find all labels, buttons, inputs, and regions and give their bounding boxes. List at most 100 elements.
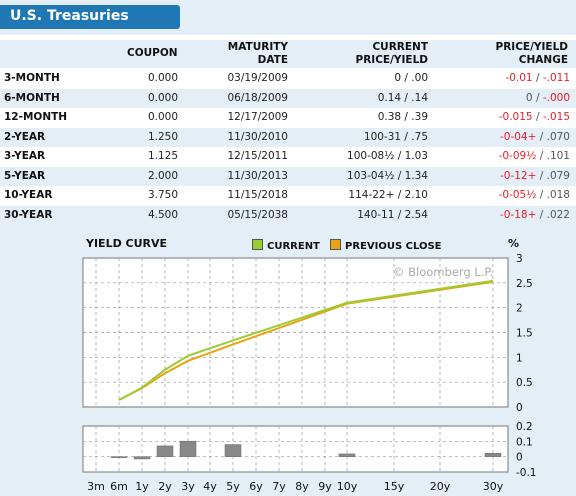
change-bar [338, 453, 356, 457]
x-tick-label: 20y [430, 480, 451, 493]
row-change: -0-09½ / .101 [499, 150, 570, 162]
row-maturity: 03/19/2009 [227, 72, 288, 84]
row-tenor: 5-YEAR [4, 169, 46, 182]
row-coupon: 4.500 [147, 208, 178, 221]
x-tick-label: 3m [87, 480, 105, 493]
row-change-yield: .018 [546, 189, 570, 201]
change-plot-area [82, 425, 509, 473]
row-change-sep: / [536, 150, 547, 162]
row-change-sep: / [536, 189, 547, 201]
x-tick-label: 15y [384, 480, 405, 493]
change-bar [156, 445, 174, 457]
x-tick-label: 6y [249, 480, 263, 493]
x-tick-label: 4y [203, 480, 217, 493]
y-tick-label: 2.5 [516, 278, 533, 290]
y-tick-label: 3 [516, 253, 523, 265]
row-change-sep: / [532, 111, 543, 123]
table-header: COUPON MATURITY DATE CURRENT PRICE/YIELD… [0, 40, 576, 68]
y-tick-label: 0 [516, 452, 523, 464]
legend-previous-label: PREVIOUS CLOSE [345, 241, 442, 252]
table-row: 6-MONTH 0.000 06/18/2009 0.14 / .14 0 / -.00… [0, 88, 576, 108]
col-header-change-line1: PRICE/YIELD [495, 41, 569, 53]
row-coupon: 0.000 [147, 72, 178, 84]
row-tenor: 10-YEAR [4, 189, 53, 201]
y-tick-label: 1 [516, 352, 523, 364]
row-current: 0 / .00 [394, 72, 428, 84]
y-unit-label: % [508, 237, 519, 250]
row-maturity: 06/18/2009 [227, 91, 288, 104]
col-header-coupon: COUPON [127, 47, 178, 59]
table-row: 3-YEAR 1.125 12/15/2011 100-08½ / 1.03 -0-09… [0, 147, 576, 166]
x-tick-label: 1y [135, 480, 149, 493]
row-change-price: -0-18+ [499, 208, 537, 221]
legend-previous-swatch [330, 239, 341, 250]
row-change: -0-05½ / .018 [499, 189, 570, 201]
col-header-maturity-line1: MATURITY [227, 41, 288, 53]
row-coupon: 1.250 [147, 130, 178, 143]
row-current: 0.38 / .39 [377, 111, 428, 123]
change-bar [133, 456, 151, 460]
watermark: © Bloomberg L.P. [393, 265, 493, 279]
row-change-yield: .070 [546, 130, 570, 143]
table-row: 5-YEAR 2.000 11/30/2013 103-04½ / 1.34 -0-12… [0, 166, 576, 186]
change-bar [224, 444, 242, 457]
x-tick-label: 10y [337, 480, 358, 493]
table-row: 12-MONTH 0.000 12/17/2009 0.38 / .39 -0.015 … [0, 108, 576, 127]
x-tick-label: 9y [318, 480, 332, 493]
y-tick-label: 0.5 [516, 377, 533, 389]
row-maturity: 11/30/2013 [227, 169, 288, 182]
row-maturity: 11/15/2018 [227, 189, 288, 201]
col-header-change: PRICE/YIELD CHANGE [460, 41, 569, 67]
row-current: 114-22+ / 2.10 [348, 189, 428, 201]
table-row: 10-YEAR 3.750 11/15/2018 114-22+ / 2.10 -0-0… [0, 186, 576, 205]
row-change: -0-18+ / .022 [500, 209, 570, 221]
row-current: 100-31 / .75 [363, 130, 428, 143]
row-tenor: 12-MONTH [4, 111, 68, 123]
col-header-price-line1: CURRENT [372, 41, 428, 53]
row-coupon: 3.750 [147, 189, 178, 201]
row-maturity: 12/17/2009 [227, 111, 288, 123]
row-tenor: 3-MONTH [4, 72, 60, 84]
change-bar [484, 453, 502, 457]
table-row: 3-MONTH 0.000 03/19/2009 0 / .00 -0.01 / -.0… [0, 69, 576, 88]
row-coupon: 2.000 [147, 169, 178, 182]
x-tick-label: 3y [181, 480, 195, 493]
legend-current-swatch [252, 239, 263, 250]
row-change-yield: -.011 [542, 72, 570, 84]
y-tick-label: 0.1 [516, 436, 533, 448]
row-change-yield: -.000 [542, 91, 570, 104]
x-tick-label: 7y [272, 480, 286, 493]
row-change-price: -0.01 [505, 72, 533, 84]
legend-current-label: CURRENT [267, 241, 320, 252]
row-tenor: 30-YEAR [4, 208, 53, 221]
col-header-price-line2: PRICE/YIELD [355, 54, 429, 66]
y-tick-label: 0.2 [516, 421, 533, 433]
legend-current: CURRENT [252, 239, 320, 252]
row-change-yield: .079 [546, 169, 570, 182]
table-row: 2-YEAR 1.250 11/30/2010 100-31 / .75 -0-04+ … [0, 127, 576, 147]
row-change: -0.015 / -.015 [499, 111, 570, 123]
row-change: 0 / -.000 [526, 92, 570, 104]
row-change-yield: -.015 [542, 111, 570, 123]
change-bar [110, 456, 128, 458]
row-change-sep: / [536, 169, 547, 182]
y-tick-label: -0.1 [516, 467, 537, 479]
col-header-maturity-line2: DATE [257, 54, 288, 66]
row-current: 0.14 / .14 [377, 91, 428, 104]
legend-previous: PREVIOUS CLOSE [330, 239, 442, 252]
row-change-price: 0 [525, 91, 533, 104]
row-current: 103-04½ / 1.34 [347, 169, 428, 182]
x-tick-label: 8y [295, 480, 309, 493]
row-change-sep: / [536, 208, 547, 221]
table-row: 30-YEAR 4.500 05/15/2038 140-11 / 2.54 -0-18… [0, 205, 576, 225]
x-tick-label: 5y [226, 480, 240, 493]
col-header-change-line2: CHANGE [518, 54, 568, 66]
col-header-maturity: MATURITY DATE [222, 41, 288, 67]
row-change-price: -0-09½ [498, 150, 537, 162]
row-coupon: 0.000 [147, 111, 178, 123]
row-current: 100-08½ / 1.03 [347, 150, 428, 162]
row-change-sep: / [536, 130, 547, 143]
row-change: -0-04+ / .070 [500, 131, 570, 143]
y-tick-label: 2 [516, 303, 523, 315]
